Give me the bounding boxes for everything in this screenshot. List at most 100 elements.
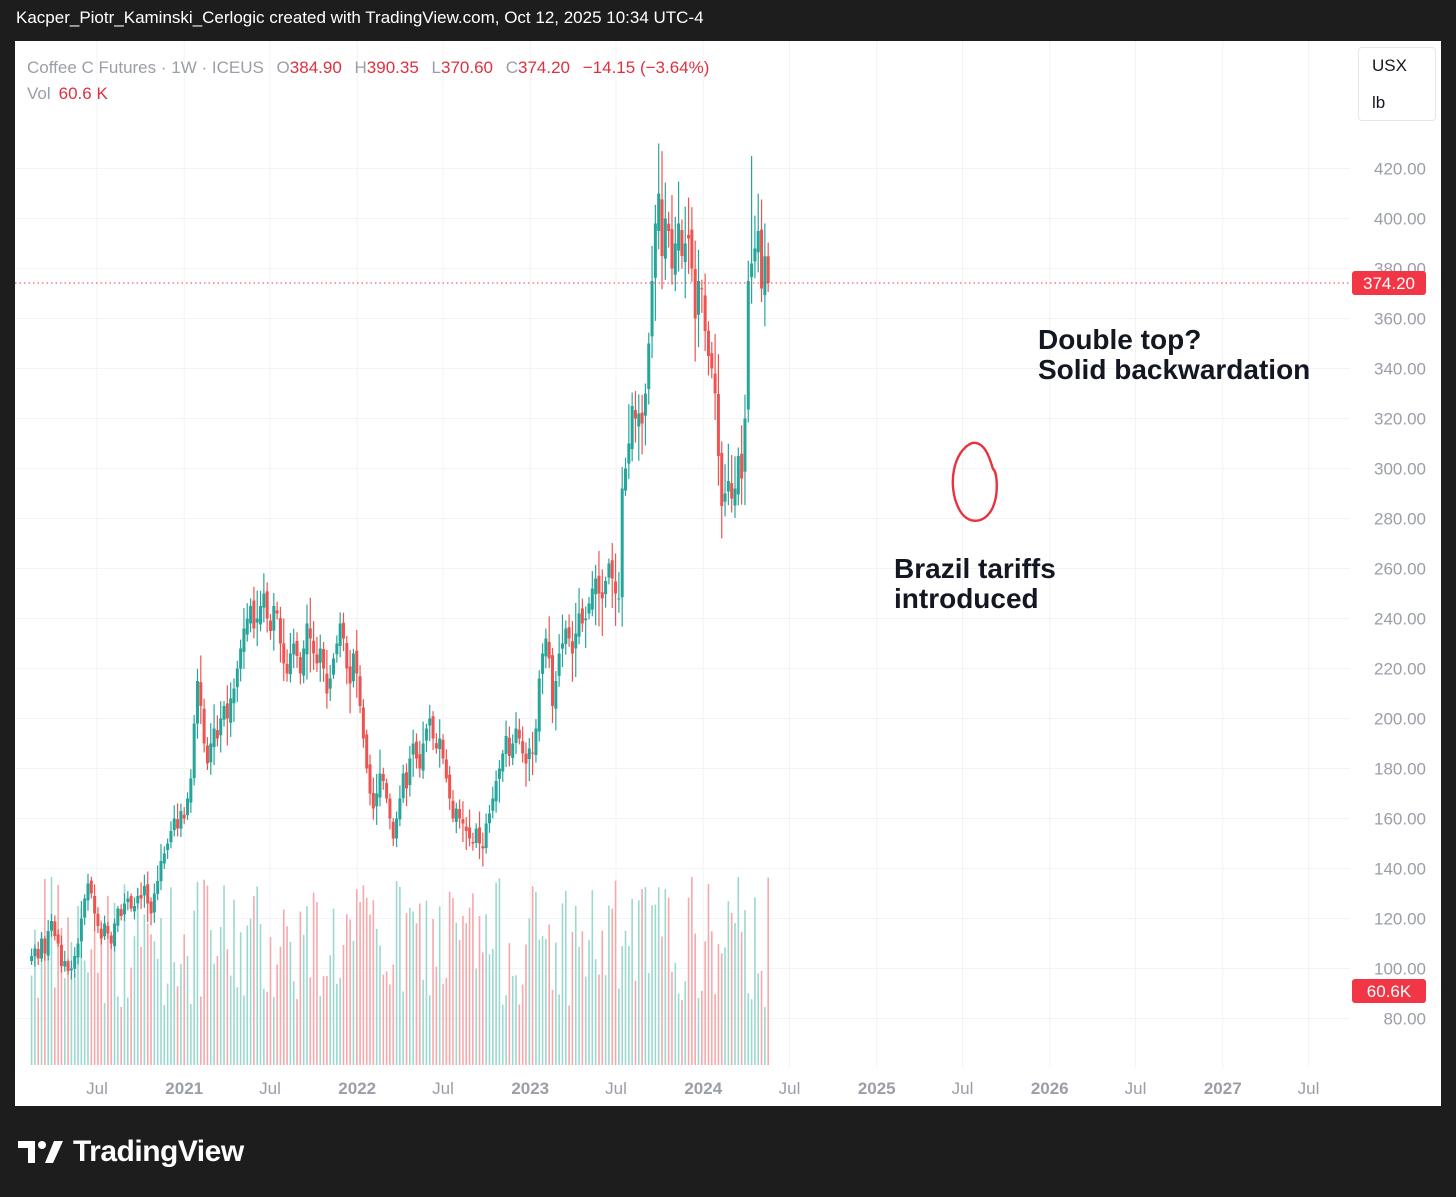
candle-body bbox=[527, 748, 531, 759]
volume-bar bbox=[140, 947, 142, 1065]
candle-body bbox=[594, 578, 598, 595]
volume-bar bbox=[216, 956, 219, 1065]
candle-body bbox=[481, 846, 485, 849]
candle-body bbox=[375, 793, 379, 807]
low-value: 370.60 bbox=[441, 58, 493, 77]
candle-body bbox=[76, 943, 80, 958]
volume-bar bbox=[273, 997, 275, 1065]
candle-body bbox=[763, 256, 767, 296]
candle-body bbox=[159, 861, 163, 882]
annotation-circle bbox=[951, 441, 998, 522]
candle-body bbox=[249, 606, 253, 624]
candle-body bbox=[448, 774, 452, 799]
candle-body bbox=[282, 643, 286, 664]
candle-body bbox=[677, 223, 681, 251]
candlesticks[interactable] bbox=[30, 143, 770, 980]
candle-body bbox=[590, 588, 594, 610]
volume-bar bbox=[302, 934, 305, 1065]
y-tick-label: 140.00 bbox=[1374, 860, 1426, 879]
volume-bar bbox=[598, 974, 600, 1065]
candle-body bbox=[517, 729, 521, 739]
candle-body bbox=[580, 608, 584, 624]
volume-bar bbox=[276, 964, 278, 1065]
high-label: H bbox=[354, 58, 367, 77]
volume-bar bbox=[286, 926, 288, 1065]
candle-body bbox=[663, 218, 667, 259]
quantity-unit[interactable]: lb bbox=[1372, 93, 1386, 112]
attribution-bar: Kacper_Piotr_Kaminski_Cerlogic created w… bbox=[0, 0, 1456, 40]
candle-body bbox=[434, 743, 438, 749]
symbol-name[interactable]: Coffee C Futures · 1W · ICEUS bbox=[27, 58, 264, 77]
candle-body bbox=[355, 650, 359, 674]
volume-bar bbox=[103, 1003, 106, 1065]
candle-body bbox=[650, 281, 654, 337]
currency-unit[interactable]: USX bbox=[1372, 56, 1407, 75]
close-label: C bbox=[505, 58, 519, 77]
x-tick-label: Jul bbox=[1125, 1079, 1147, 1098]
volume-bar bbox=[535, 891, 537, 1065]
candle-body bbox=[371, 793, 375, 809]
volume-bar bbox=[681, 999, 683, 1065]
candle-body bbox=[544, 638, 548, 657]
volume-bar bbox=[478, 916, 481, 1065]
volume-bar bbox=[44, 879, 46, 1065]
volume-bar bbox=[508, 943, 511, 1065]
last-price-tag bbox=[1352, 271, 1426, 295]
candle-body bbox=[690, 229, 694, 269]
unit-selector[interactable]: USX lb bbox=[1358, 47, 1436, 121]
candle-body bbox=[418, 754, 422, 769]
last-price-tag-label: 374.20 bbox=[1363, 274, 1415, 293]
volume-bar bbox=[584, 976, 587, 1065]
volume-bar bbox=[87, 972, 89, 1065]
volume-bar bbox=[80, 908, 83, 1065]
chart-panel[interactable]: Double top? Solid backwardation Brazil tar… bbox=[15, 41, 1441, 1106]
y-tick-label: 220.00 bbox=[1374, 660, 1426, 679]
price-chart[interactable]: Double top?Solid backwardation Brazil tar… bbox=[15, 41, 1441, 1106]
candle-body bbox=[229, 698, 233, 723]
volume-bar bbox=[501, 1004, 504, 1065]
candle-body bbox=[643, 393, 647, 416]
volume-bar bbox=[515, 975, 517, 1065]
volume-bar bbox=[40, 933, 43, 1065]
volume-bar bbox=[392, 964, 395, 1065]
candle-body bbox=[192, 723, 196, 779]
x-tick-label: 2023 bbox=[511, 1079, 549, 1098]
volume-bars bbox=[30, 876, 769, 1065]
y-tick-label: 240.00 bbox=[1374, 610, 1426, 629]
volume-bar bbox=[551, 989, 554, 1065]
volume-bar bbox=[432, 919, 434, 1065]
candle-body bbox=[46, 931, 50, 956]
price-axis[interactable]: 420.00400.00380.00360.00340.00320.00300.… bbox=[1374, 160, 1426, 1029]
x-tick-label: 2026 bbox=[1031, 1079, 1069, 1098]
candle-body bbox=[325, 673, 329, 694]
candle-body bbox=[610, 560, 614, 579]
volume-bar bbox=[578, 946, 580, 1065]
candle-body bbox=[428, 718, 432, 726]
volume-bar bbox=[594, 959, 597, 1065]
candle-body bbox=[388, 798, 392, 819]
candle-body bbox=[464, 826, 468, 831]
candle-body bbox=[156, 881, 160, 894]
candle-body bbox=[541, 653, 545, 674]
volume-bar bbox=[395, 881, 398, 1065]
candle-body bbox=[408, 758, 412, 786]
candle-body bbox=[557, 653, 561, 676]
candle-body bbox=[315, 654, 319, 664]
volume-bar bbox=[740, 931, 743, 1065]
candle-body bbox=[255, 618, 259, 623]
volume-bar bbox=[163, 1005, 166, 1065]
candle-body bbox=[600, 592, 604, 599]
time-axis[interactable]: Jul 2021 Jul 2022 Jul 2023 Jul 2024 Jul 2025 Jul 20… bbox=[86, 1079, 1319, 1098]
candle-body bbox=[421, 743, 425, 771]
candle-body bbox=[537, 678, 541, 732]
candle-body bbox=[113, 923, 117, 947]
volume-bar bbox=[193, 910, 195, 1065]
volume-bar bbox=[634, 980, 637, 1065]
candle-body bbox=[597, 575, 601, 594]
candle-body bbox=[99, 928, 103, 939]
tradingview-logo[interactable]: TradingView bbox=[18, 1130, 244, 1174]
candle-body bbox=[59, 944, 63, 966]
volume-bar bbox=[581, 931, 584, 1065]
candle-body bbox=[401, 773, 405, 799]
volume-bar bbox=[399, 886, 401, 1065]
